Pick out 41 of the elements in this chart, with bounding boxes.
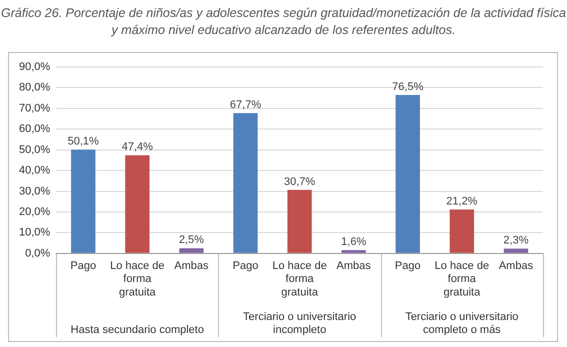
- data-label: 47,4%: [122, 141, 154, 154]
- data-label: 30,7%: [284, 176, 316, 188]
- y-tick-label: 70,0%: [18, 102, 50, 114]
- text: Terciario o universitario completo o más: [405, 311, 518, 336]
- x-tick-label: Ambas: [498, 260, 534, 272]
- y-tick-label: 30,0%: [18, 185, 50, 198]
- x-tick-label: Ambas: [174, 260, 210, 272]
- bar: [342, 250, 366, 253]
- x-tick-label: Lo hace de forma gratuita: [110, 260, 165, 298]
- bar: [396, 94, 420, 253]
- x-tick-label: Ambas: [336, 260, 372, 272]
- bar: [233, 113, 258, 253]
- y-tick-label: 40,0%: [18, 164, 50, 177]
- x-tick-label: Pago: [70, 260, 96, 272]
- text: Terciario o universitario incompleto: [243, 311, 356, 336]
- data-label: 21,2%: [446, 195, 478, 208]
- bar: [287, 190, 312, 253]
- x-tick-label: Lo hace de forma gratuita: [272, 260, 327, 298]
- text: Hasta secundario completo: [70, 324, 204, 336]
- bar: [71, 150, 96, 253]
- bar: [179, 248, 204, 253]
- data-label: 2,5%: [178, 234, 204, 246]
- bar: [504, 248, 528, 253]
- y-tick-label: 90,0%: [18, 61, 50, 74]
- chart-title: Gráfico 26. Porcentaje de niños/as y adolescentes según gratuidad/monetización de la actividad física y máximo nivel educativo alcanzado de los referentes adultos.: [0, 5, 567, 39]
- data-label: 76,5%: [392, 80, 424, 93]
- data-label: 2,3%: [503, 234, 529, 247]
- y-tick-label: 80,0%: [18, 82, 50, 94]
- data-label: 1,6%: [341, 236, 366, 248]
- y-tick-label: 60,0%: [18, 123, 50, 136]
- bar: [125, 155, 150, 253]
- y-tick-label: 50,0%: [18, 144, 50, 156]
- bar: [450, 209, 474, 253]
- x-tick-label: Pago: [394, 260, 421, 272]
- y-tick-label: 0,0%: [25, 247, 50, 260]
- y-tick-label: 10,0%: [18, 226, 50, 239]
- data-label: 67,7%: [230, 99, 262, 112]
- y-tick-label: 20,0%: [18, 206, 50, 218]
- data-label: 50,1%: [68, 136, 100, 148]
- x-tick-label: Lo hace de forma gratuita: [434, 260, 490, 298]
- x-tick-label: Pago: [232, 260, 258, 272]
